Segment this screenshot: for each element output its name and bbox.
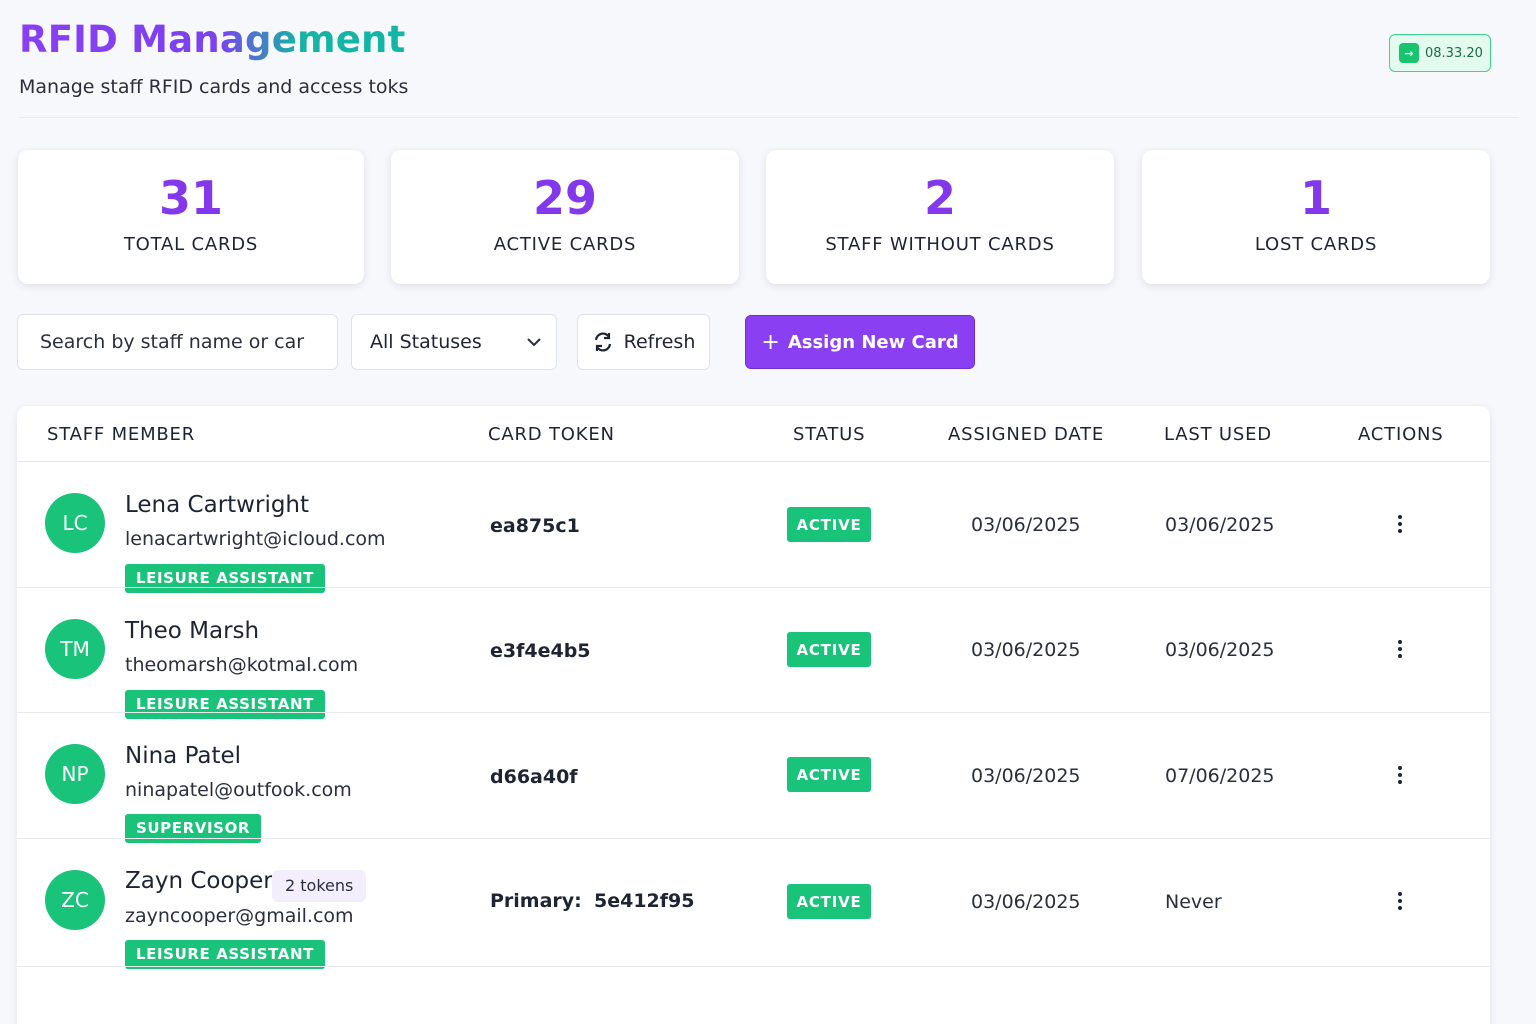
staff-email: theomarsh@kotmal.com — [125, 654, 359, 676]
column-header-last-used[interactable]: LAST USED — [1164, 424, 1272, 445]
stat-value: 1 — [1299, 171, 1332, 225]
column-header-actions: ACTIONS — [1358, 424, 1444, 445]
refresh-label: Refresh — [623, 331, 696, 353]
header-divider — [19, 117, 1519, 118]
page-title: RFID Management — [19, 18, 406, 61]
stat-label: TOTAL CARDS — [123, 234, 259, 255]
more-actions-icon[interactable] — [1392, 513, 1408, 535]
token-primary-label: Primary: — [490, 890, 582, 912]
staff-name: Nina Patel — [125, 743, 242, 769]
staff-name: Lena Cartwright — [125, 492, 310, 518]
staff-email: zayncooper@gmail.com — [125, 905, 354, 927]
header-divider — [17, 461, 1490, 462]
chevron-down-icon — [527, 338, 541, 347]
avatar: NP — [45, 744, 105, 804]
staff-name: Zayn Cooper — [125, 868, 273, 894]
role-badge: LEISURE ASSISTANT — [125, 564, 325, 593]
refresh-icon — [594, 332, 611, 352]
assigned-date: 03/06/2025 — [971, 639, 1081, 661]
assigned-date: 03/06/2025 — [971, 891, 1081, 913]
stat-value: 29 — [532, 171, 597, 225]
page-subtitle: Manage staff RFID cards and access toks — [19, 76, 409, 98]
column-header-status[interactable]: STATUS — [793, 424, 866, 445]
avatar: LC — [45, 493, 105, 553]
card-token: e3f4e4b5 — [490, 640, 591, 662]
stat-card-total: 31 TOTAL CARDS — [18, 150, 364, 284]
more-actions-icon[interactable] — [1392, 764, 1408, 786]
staff-email: lenacartwright@icloud.com — [125, 528, 386, 550]
cards-table: STAFF MEMBER CARD TOKEN STATUS ASSIGNED … — [17, 406, 1490, 1024]
status-filter-select[interactable]: All Statuses — [351, 314, 557, 370]
role-badge: LEISURE ASSISTANT — [125, 940, 325, 969]
tokens-count-badge: 2 tokens — [272, 870, 367, 902]
more-actions-icon[interactable] — [1392, 890, 1408, 912]
avatar: TM — [45, 619, 105, 679]
role-badge: LEISURE ASSISTANT — [125, 690, 325, 719]
last-used: 03/06/2025 — [1165, 514, 1275, 536]
card-token: ea875c1 — [490, 515, 580, 537]
stat-value: 31 — [158, 171, 223, 225]
assigned-date: 03/06/2025 — [971, 514, 1081, 536]
column-header-assigned[interactable]: ASSIGNED DATE — [948, 424, 1105, 445]
row-divider — [17, 966, 1490, 967]
last-used: 03/06/2025 — [1165, 639, 1275, 661]
avatar: ZC — [45, 870, 105, 930]
more-actions-icon[interactable] — [1392, 638, 1408, 660]
assign-new-card-button[interactable]: + Assign New Card — [745, 315, 975, 369]
row-divider — [17, 587, 1490, 588]
status-filter-value: All Statuses — [370, 331, 482, 353]
card-token: 5e412f95 — [594, 890, 695, 912]
search-input[interactable] — [17, 314, 338, 370]
last-used: 07/06/2025 — [1165, 765, 1275, 787]
clock-time: 08.33.20 — [1425, 45, 1483, 61]
row-divider — [17, 838, 1490, 839]
status-badge: ACTIVE — [787, 507, 871, 542]
refresh-button[interactable]: Refresh — [577, 314, 710, 370]
stat-card-lost: 1 LOST CARDS — [1142, 150, 1490, 284]
column-header-token[interactable]: CARD TOKEN — [488, 424, 615, 445]
assigned-date: 03/06/2025 — [971, 765, 1081, 787]
plus-icon: + — [761, 329, 780, 355]
status-badge: ACTIVE — [787, 632, 871, 667]
stat-label: STAFF WITHOUT CARDS — [825, 234, 1055, 255]
column-header-staff[interactable]: STAFF MEMBER — [47, 424, 196, 445]
stat-card-no-cards: 2 STAFF WITHOUT CARDS — [766, 150, 1114, 284]
stat-value: 2 — [923, 171, 956, 225]
arrow-right-icon: → — [1399, 43, 1419, 63]
last-used: Never — [1165, 891, 1222, 913]
assign-label: Assign New Card — [787, 331, 959, 353]
status-badge: ACTIVE — [787, 884, 871, 919]
clock-badge: → 08.33.20 — [1389, 34, 1491, 72]
staff-name: Theo Marsh — [125, 618, 260, 644]
staff-email: ninapatel@outfook.com — [125, 779, 352, 801]
stat-label: ACTIVE CARDS — [493, 234, 637, 255]
row-divider — [17, 712, 1490, 713]
status-badge: ACTIVE — [787, 757, 871, 792]
stat-card-active: 29 ACTIVE CARDS — [391, 150, 739, 284]
card-token: d66a40f — [490, 766, 578, 788]
stat-label: LOST CARDS — [1254, 234, 1378, 255]
